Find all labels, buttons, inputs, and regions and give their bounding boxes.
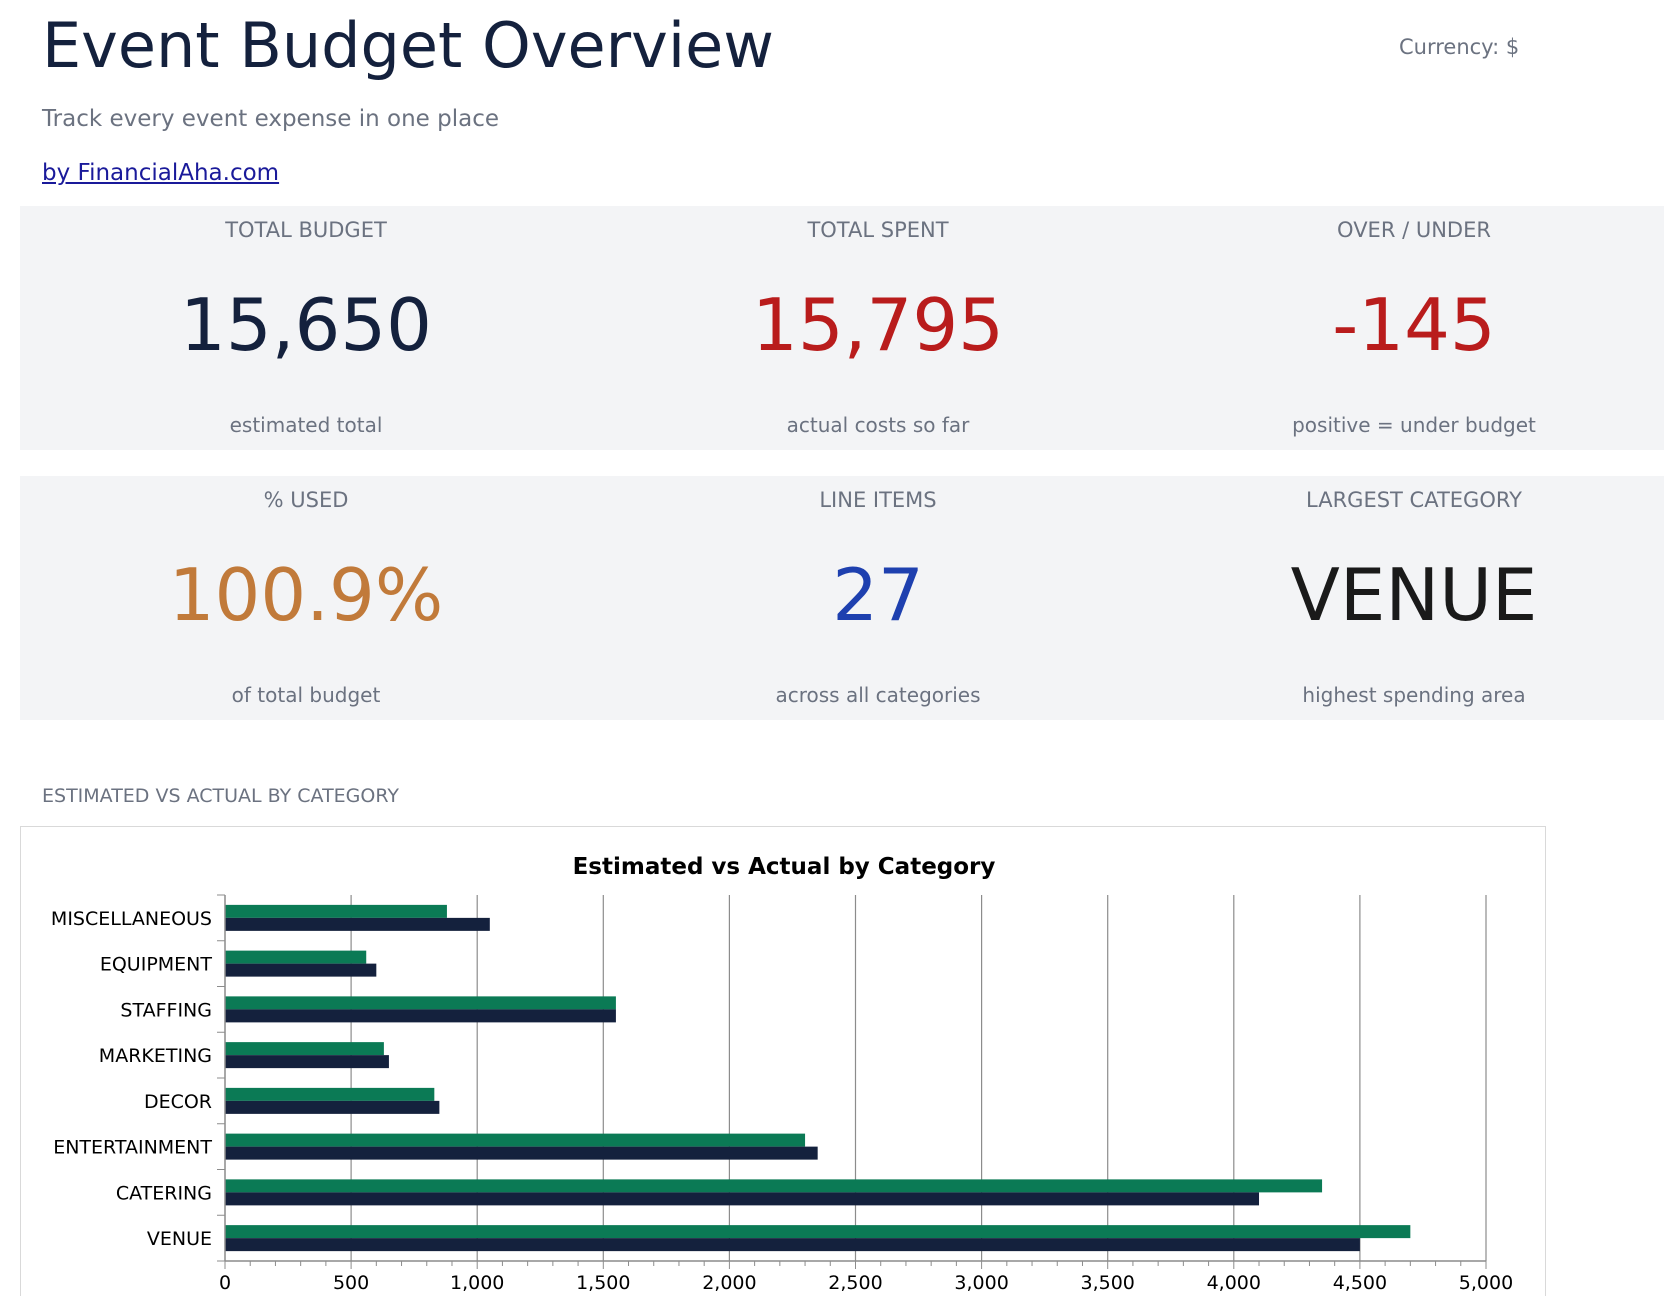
kpi-subtext: highest spending area — [1302, 683, 1526, 707]
kpi-value: 100.9% — [168, 553, 444, 637]
bar-miscellaneous-series-1 — [225, 904, 447, 918]
bar-staffing-series-2 — [225, 1009, 616, 1023]
x-tick-label: 2,500 — [828, 1272, 882, 1294]
x-tick-label: 500 — [333, 1272, 369, 1294]
kpi-percent-used: % USED 100.9% of total budget — [20, 476, 592, 720]
x-tick-label: 5,000 — [1459, 1272, 1513, 1294]
kpi-subtext: of total budget — [231, 683, 381, 707]
bar-venue-series-2 — [225, 1238, 1360, 1252]
bar-chart: Estimated vs Actual by Category MISCELLA… — [51, 854, 1513, 1294]
kpi-label: TOTAL SPENT — [807, 218, 949, 242]
x-tick-label: 1,000 — [450, 1272, 504, 1294]
chart-container: Estimated vs Actual by Category MISCELLA… — [20, 826, 1546, 1296]
x-tick-label: 0 — [219, 1272, 231, 1294]
kpi-value: VENUE — [1290, 553, 1538, 637]
bar-equipment-series-2 — [225, 963, 377, 977]
bar-entertainment-series-1 — [225, 1133, 806, 1147]
kpi-label: OVER / UNDER — [1337, 218, 1491, 242]
x-tick-label: 4,000 — [1207, 1272, 1261, 1294]
bar-equipment-series-1 — [225, 950, 367, 964]
x-tick-label: 4,500 — [1333, 1272, 1387, 1294]
bar-marketing-series-1 — [225, 1042, 384, 1056]
kpi-line-items: LINE ITEMS 27 across all categories — [592, 476, 1164, 720]
bar-venue-series-1 — [225, 1225, 1411, 1239]
bar-decor-series-2 — [225, 1100, 440, 1114]
x-tick-label: 1,500 — [576, 1272, 630, 1294]
category-label: DECOR — [144, 1091, 212, 1113]
page-title: Event Budget Overview — [42, 9, 774, 82]
category-label: VENUE — [147, 1228, 212, 1250]
bar-catering-series-1 — [225, 1179, 1323, 1193]
x-tick-label: 3,000 — [954, 1272, 1008, 1294]
chart-section-label: ESTIMATED VS ACTUAL BY CATEGORY — [42, 785, 399, 807]
kpi-value: 15,795 — [752, 283, 1004, 367]
kpi-total-budget: TOTAL BUDGET 15,650 estimated total — [20, 206, 592, 450]
category-label: EQUIPMENT — [100, 954, 213, 976]
x-tick-label: 2,000 — [702, 1272, 756, 1294]
kpi-largest-category: LARGEST CATEGORY VENUE highest spending … — [1164, 476, 1664, 720]
kpi-subtext: across all categories — [775, 683, 981, 707]
page-subtitle: Track every event expense in one place — [42, 106, 500, 132]
kpi-panel-top: TOTAL BUDGET 15,650 estimated total TOTA… — [20, 206, 1664, 450]
kpi-value: 15,650 — [180, 283, 432, 367]
kpi-subtext: actual costs so far — [786, 413, 970, 437]
category-label: MARKETING — [99, 1045, 212, 1067]
bar-catering-series-2 — [225, 1192, 1260, 1206]
kpi-label: % USED — [263, 488, 349, 512]
kpi-label: LINE ITEMS — [819, 488, 937, 512]
bar-entertainment-series-2 — [225, 1146, 818, 1160]
kpi-value: 27 — [832, 553, 924, 637]
chart-title: Estimated vs Actual by Category — [573, 854, 996, 880]
kpi-subtext: estimated total — [229, 413, 383, 437]
category-label: MISCELLANEOUS — [51, 908, 212, 930]
bar-marketing-series-2 — [225, 1055, 389, 1069]
bar-staffing-series-1 — [225, 996, 616, 1010]
kpi-panel-bottom: % USED 100.9% of total budget LINE ITEMS… — [20, 476, 1664, 720]
bar-miscellaneous-series-2 — [225, 917, 490, 931]
kpi-total-spent: TOTAL SPENT 15,795 actual costs so far — [592, 206, 1164, 450]
currency-label: Currency: $ — [1399, 35, 1520, 59]
kpi-over-under: OVER / UNDER -145 positive = under budge… — [1164, 206, 1664, 450]
x-tick-label: 3,500 — [1080, 1272, 1134, 1294]
kpi-value: -145 — [1332, 283, 1496, 367]
kpi-label: LARGEST CATEGORY — [1306, 488, 1522, 512]
category-label: STAFFING — [120, 999, 212, 1021]
financialaha-link[interactable]: by FinancialAha.com — [42, 160, 280, 186]
kpi-subtext: positive = under budget — [1292, 413, 1536, 437]
kpi-label: TOTAL BUDGET — [225, 218, 387, 242]
category-label: ENTERTAINMENT — [53, 1137, 212, 1159]
bar-decor-series-1 — [225, 1087, 435, 1101]
category-label: CATERING — [116, 1182, 212, 1204]
